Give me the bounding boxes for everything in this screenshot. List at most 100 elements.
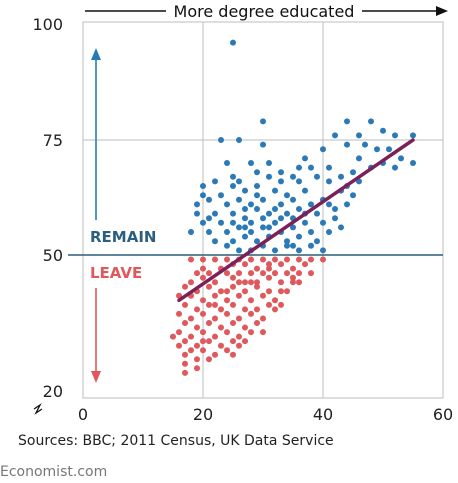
leave-point-20 [302,261,308,268]
leave-point-75 [206,320,212,326]
leave-point-70 [236,315,242,322]
leave-point-29 [296,270,302,277]
leave-point-106 [272,306,278,313]
leave-point-76 [218,324,224,331]
leave-point-3 [224,256,230,263]
leave-point-82 [200,329,206,336]
leave-arrow-head [91,371,101,383]
remain-point-57 [290,196,296,203]
leave-point-73 [182,320,188,326]
remain-point-91 [230,238,236,245]
leave-point-72 [260,315,266,322]
remain-point-18 [410,160,416,166]
remain-point-11 [260,141,266,148]
remain-point-119 [206,215,212,222]
leave-label: LEAVE [90,264,142,282]
leave-point-27 [272,270,278,277]
remain-point-121 [332,206,338,212]
leave-point-78 [242,324,248,331]
remain-point-62 [212,210,218,217]
leave-point-18 [278,261,284,268]
remain-point-20 [266,160,272,166]
leave-point-34 [242,279,248,286]
leave-point-110 [230,351,236,358]
remain-point-82 [224,229,230,235]
remain-point-19 [302,155,308,162]
leave-point-58 [194,306,200,313]
remain-point-120 [248,219,254,226]
leave-point-98 [194,356,200,363]
leave-point-112 [170,333,176,340]
remain-point-27 [308,164,314,171]
remain-point-92 [242,233,248,240]
remain-point-102 [236,247,242,254]
remain-point-39 [200,192,206,199]
axis-break-mark [33,403,43,415]
remain-point-28 [326,164,332,171]
leave-point-54 [248,297,254,304]
leave-point-6 [260,256,266,263]
remain-point-36 [314,173,320,180]
leave-point-117 [212,301,218,308]
leave-point-113 [248,279,254,286]
remain-point-46 [302,187,308,194]
leave-point-97 [182,351,188,358]
leave-point-67 [200,310,206,317]
leave-point-19 [290,265,296,272]
remain-point-12 [320,146,326,153]
leave-point-35 [254,279,260,286]
leave-point-1 [200,256,206,263]
leave-point-47 [278,288,284,295]
leave-point-107 [284,288,290,295]
remain-point-35 [296,178,302,185]
x-tick-label-20: 20 [193,405,213,424]
remain-point-44 [272,187,278,194]
remain-point-41 [230,183,236,189]
remain-point-64 [242,206,248,212]
leave-point-53 [236,292,242,299]
remain-point-49 [350,192,356,199]
remain-point-85 [260,224,266,231]
leave-point-79 [254,320,260,326]
remain-point-80 [188,229,194,235]
leave-point-65 [176,310,182,317]
remain-point-58 [308,201,314,208]
remain-point-72 [218,219,224,226]
remain-point-56 [278,201,284,208]
leave-point-105 [260,329,266,336]
remain-point-79 [320,219,326,226]
remain-point-101 [296,247,302,254]
header-arrow: More degree educated [85,2,448,21]
y-tick-label-20: 20 [43,382,63,401]
leave-point-10 [308,256,314,263]
chart-title: More degree educated [174,2,355,21]
remain-point-112 [230,173,236,180]
leave-point-50 [200,297,206,304]
leave-point-74 [194,324,200,331]
header-arrow-head [436,6,448,16]
remain-point-0 [230,39,236,46]
remain-point-68 [296,206,302,212]
remain-point-113 [242,224,248,231]
leave-point-61 [230,301,236,308]
leave-point-60 [218,306,224,313]
leave-point-84 [224,329,230,336]
leave-point-102 [182,369,188,376]
y-tick-label-75: 75 [43,131,63,150]
remain-point-69 [314,210,320,217]
leave-point-2 [212,256,218,263]
remain-point-114 [266,224,272,231]
leave-point-66 [188,315,194,322]
remain-point-60 [344,201,350,208]
remain-point-100 [272,247,278,254]
remain-point-9 [218,137,224,143]
leave-point-111 [242,338,248,345]
remain-point-24 [254,169,260,176]
remain-point-54 [248,201,254,208]
remain-point-67 [284,210,290,217]
remain-point-98 [224,242,230,249]
leave-point-23 [224,270,230,277]
remain-point-32 [392,164,398,171]
remain-point-25 [278,169,284,176]
